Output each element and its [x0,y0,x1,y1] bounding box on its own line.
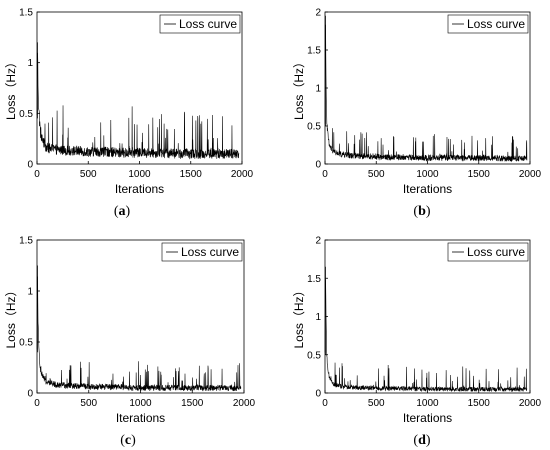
y-tick-label: 1 [315,84,321,95]
x-tick-label: 0 [34,169,40,180]
panel-caption: (d) [413,433,430,448]
x-axis-label: Iterations [116,411,165,425]
y-tick-label: 0.5 [307,122,321,133]
legend-label: Loss curve [179,17,237,31]
x-tick-label: 2000 [233,398,256,409]
caption-paren-open: ( [413,204,418,219]
panel-c: 0 500 1000 1500 2000 0 0.5 1 1.5 Iterations Loss（H… [4,236,256,449]
y-axis-label: Loss（Hz） [292,284,306,348]
legend-label: Loss curve [181,245,239,259]
panel-a: 0 500 1000 1500 2000 0 0.5 1 1.5 Iterations Loss（H… [4,8,254,220]
series-line [36,276,242,392]
x-tick-label: 0 [322,398,328,409]
x-tick-label: 0 [322,169,328,180]
panel-caption: (c) [120,433,136,448]
caption-paren-open: ( [120,433,125,448]
x-tick-label: 2000 [519,169,542,180]
panel-b: 0 500 1000 1500 2000 0 0.5 1 1.5 2 Iterations Loss（… [292,8,542,220]
y-tick-label: 1.5 [307,274,321,285]
caption-paren-open: ( [114,204,119,219]
x-tick-label: 2000 [519,398,542,409]
x-tick-label: 1500 [180,169,203,180]
y-tick-label: 0 [27,389,33,400]
caption-paren-close: ) [126,204,131,219]
caption-paren-close: ) [131,433,136,448]
legend-box [447,242,529,262]
x-tick-label: 1000 [416,398,439,409]
x-axis-label: Iterations [115,182,164,196]
x-tick-label: 500 [368,169,385,180]
y-axis-label: Loss（Hz） [292,56,306,120]
panel-caption: (b) [413,204,430,219]
y-tick-label: 2 [315,236,321,247]
y-tick-label: 2 [315,8,321,19]
plot-area [36,239,245,394]
caption-letter: a [119,204,126,219]
x-tick-label: 1000 [129,398,152,409]
plot-area [36,11,243,165]
y-tick-label: 0 [315,389,321,400]
panel-caption: (a) [114,204,131,219]
x-tick-label: 1000 [416,169,439,180]
caption-letter: d [418,433,426,448]
legend-box [159,14,241,34]
legend-label: Loss curve [467,245,525,259]
x-axis-label: Iterations [403,411,452,425]
y-axis-label: Loss（Hz） [4,56,18,120]
y-tick-label: 1.5 [19,8,33,19]
y-tick-label: 0.5 [307,350,321,361]
x-tick-label: 1500 [468,398,491,409]
caption-paren-close: ) [426,204,431,219]
x-tick-label: 1500 [468,169,491,180]
plot-area [324,11,531,165]
y-tick-label: 0 [315,160,321,171]
legend-box [447,14,529,34]
x-tick-label: 1500 [181,398,204,409]
y-tick-label: 0.5 [19,109,33,120]
y-tick-label: 0 [27,160,33,171]
panel-d: 0 500 1000 1500 2000 0 0.5 1 1.5 2 Iterations Loss（… [292,236,542,449]
x-tick-label: 500 [80,169,97,180]
x-tick-label: 500 [80,398,97,409]
x-tick-label: 1000 [128,169,151,180]
series-line [324,24,528,163]
series-line [324,279,528,393]
caption-paren-open: ( [413,433,418,448]
y-axis-label: Loss（Hz） [4,284,18,348]
x-tick-label: 2000 [231,169,254,180]
legend-box [161,242,243,262]
plot-area [324,239,531,394]
x-tick-label: 500 [368,398,385,409]
y-tick-label: 1 [27,58,33,69]
y-tick-label: 1 [27,287,33,298]
caption-letter: c [125,433,131,448]
caption-paren-close: ) [426,433,431,448]
y-tick-label: 1.5 [307,46,321,57]
x-tick-label: 0 [34,398,40,409]
y-tick-label: 1.5 [19,236,33,247]
caption-letter: b [418,204,426,219]
y-tick-label: 0.5 [19,338,33,349]
y-tick-label: 1 [315,312,321,323]
series-line [36,52,240,160]
legend-label: Loss curve [467,17,525,31]
x-axis-label: Iterations [403,182,452,196]
